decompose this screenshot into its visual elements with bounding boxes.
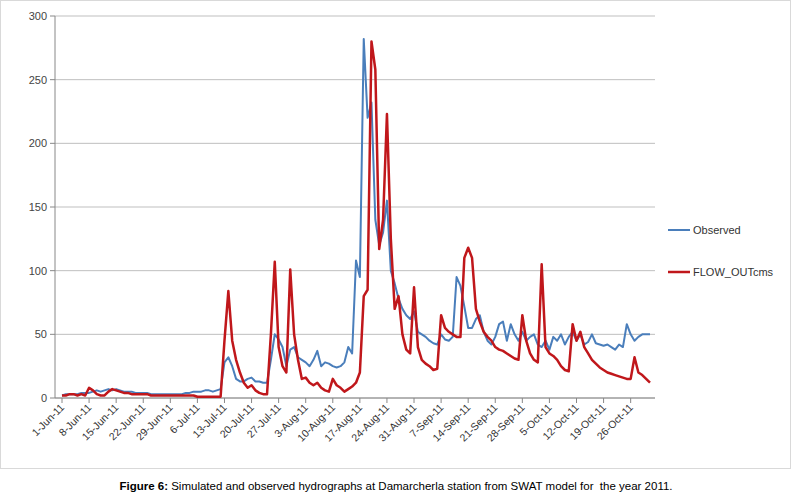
y-tick-label: 150 bbox=[29, 201, 47, 213]
y-tick-label: 0 bbox=[41, 392, 47, 404]
y-axis bbox=[55, 16, 56, 398]
x-tick bbox=[549, 398, 550, 403]
chart: 0501001502002503001-Jun-118-Jun-1115-Jun… bbox=[0, 0, 793, 500]
x-tick bbox=[603, 398, 604, 403]
y-tick bbox=[50, 207, 55, 208]
x-tick bbox=[170, 398, 171, 403]
x-tick bbox=[359, 398, 360, 403]
x-tick bbox=[197, 398, 198, 403]
plot-area bbox=[62, 39, 650, 397]
x-tick bbox=[305, 398, 306, 403]
y-tick bbox=[50, 16, 55, 17]
x-tick bbox=[62, 398, 63, 403]
legend-label: Observed bbox=[693, 224, 741, 236]
grid-line bbox=[55, 16, 655, 17]
x-tick bbox=[441, 398, 442, 403]
series-line bbox=[62, 41, 650, 396]
x-tick-label: 29-Jun-11 bbox=[133, 401, 174, 442]
x-tick bbox=[224, 398, 225, 403]
series-line bbox=[62, 39, 650, 396]
x-tick bbox=[251, 398, 252, 403]
x-tick bbox=[576, 398, 577, 403]
y-tick-label: 300 bbox=[29, 10, 47, 22]
y-tick bbox=[50, 398, 55, 399]
x-tick bbox=[495, 398, 496, 403]
title-part: Figure 6: bbox=[119, 480, 168, 492]
title-part: Simulated and observed hydrographs at Da… bbox=[168, 480, 673, 492]
y-tick-label: 100 bbox=[29, 265, 47, 277]
y-tick bbox=[50, 79, 55, 80]
x-tick bbox=[89, 398, 90, 403]
y-tick bbox=[50, 334, 55, 335]
y-tick-label: 250 bbox=[29, 74, 47, 86]
grid-line bbox=[55, 398, 655, 399]
x-tick bbox=[116, 398, 117, 403]
x-tick bbox=[386, 398, 387, 403]
y-tick bbox=[50, 143, 55, 144]
legend-swatch bbox=[668, 271, 690, 274]
x-tick bbox=[630, 398, 631, 403]
x-axis bbox=[55, 398, 655, 399]
x-tick-label: 26-Oct-11 bbox=[594, 401, 635, 442]
x-tick-label: 28-Sep-11 bbox=[484, 401, 527, 444]
x-tick bbox=[522, 398, 523, 403]
legend-label: FLOW_OUTcms bbox=[693, 266, 774, 278]
y-tick bbox=[50, 270, 55, 271]
y-tick-label: 50 bbox=[35, 328, 47, 340]
x-tick bbox=[332, 398, 333, 403]
title: Figure 6: Simulated and observed hydrogr… bbox=[119, 480, 672, 492]
grid-line bbox=[55, 143, 655, 144]
grid-line bbox=[55, 79, 655, 80]
x-tick bbox=[143, 398, 144, 403]
x-tick bbox=[468, 398, 469, 403]
grid-line bbox=[55, 334, 655, 335]
y-tick-label: 200 bbox=[29, 137, 47, 149]
grid-line bbox=[55, 207, 655, 208]
chart-frame bbox=[1, 1, 791, 469]
x-tick bbox=[278, 398, 279, 403]
x-tick bbox=[414, 398, 415, 403]
legend-swatch bbox=[668, 229, 690, 231]
